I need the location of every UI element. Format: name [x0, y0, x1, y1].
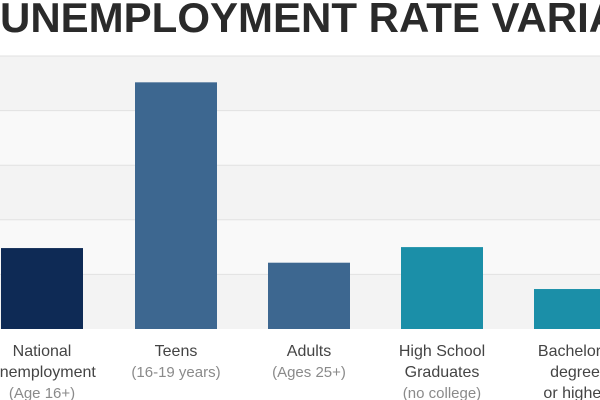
- category-label-3-line2: (Ages 25+): [272, 364, 346, 381]
- grid-band: [0, 165, 600, 220]
- grid-band: [0, 110, 600, 166]
- bar-4: [401, 247, 483, 329]
- bar-3: [268, 262, 350, 329]
- category-label-1-line3: (Age 16+): [9, 385, 75, 400]
- bar-1: [1, 248, 83, 329]
- bar-2: [135, 82, 217, 329]
- category-label-1-line2: Unemployment: [0, 364, 96, 381]
- category-label-4-line1: High School: [399, 343, 485, 360]
- category-label-4-line2: Graduates: [405, 364, 480, 381]
- category-label-4-line3: (no college): [403, 385, 481, 400]
- category-label-5-line3: or higher: [543, 385, 600, 400]
- label-area: [0, 329, 600, 400]
- category-label-3-line1: Adults: [287, 343, 331, 360]
- chart-title: UNEMPLOYMENT RATE VARIANCE: [0, 0, 600, 44]
- category-label-1-line1: National: [13, 343, 72, 360]
- bar-5: [534, 289, 600, 329]
- category-label-2-line1: Teens: [155, 343, 198, 360]
- category-label-2-line2: (16-19 years): [131, 364, 220, 381]
- grid-band: [0, 56, 600, 111]
- category-label-5-line1: Bachelor's: [538, 343, 600, 360]
- category-label-5-line2: degree: [550, 364, 600, 381]
